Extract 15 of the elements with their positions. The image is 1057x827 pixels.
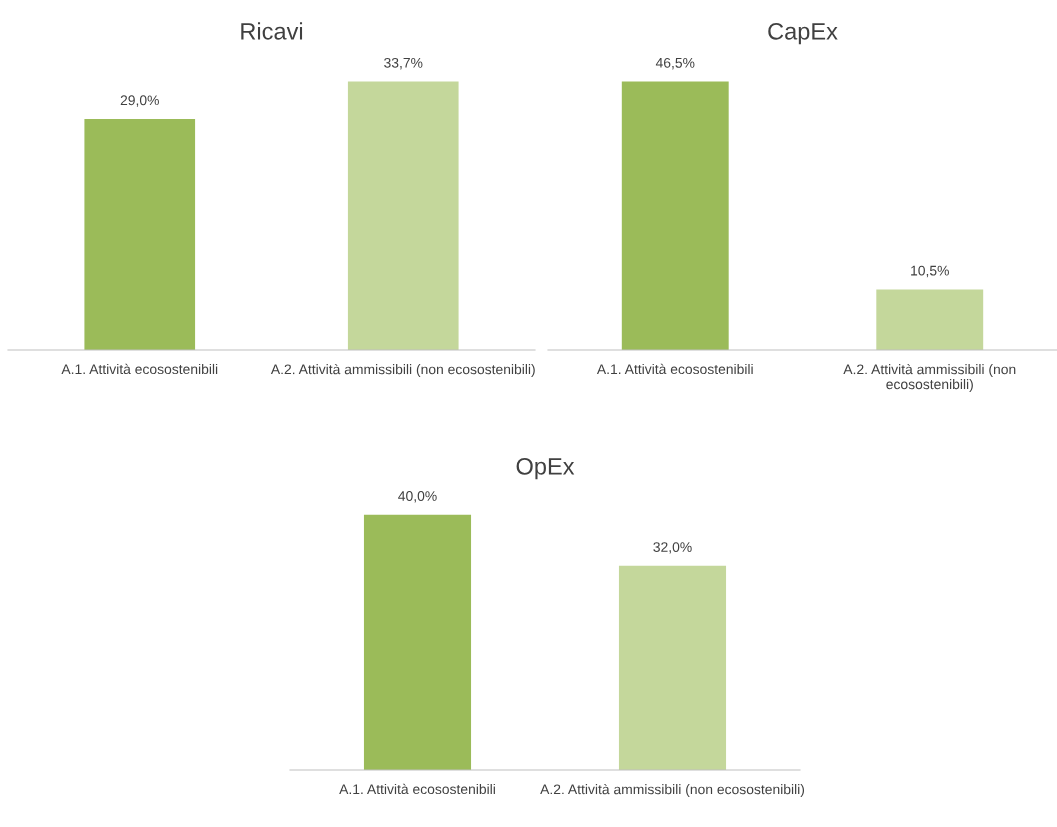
data-label: 46,5% [655, 57, 695, 70]
data-label: 40,0% [398, 491, 437, 503]
data-label: 10,5% [911, 265, 949, 278]
chart-title: Ricavi [241, 22, 303, 40]
x-tick-label: A.1. Attività ecosostenibili [339, 783, 495, 795]
data-label: 33,7% [384, 57, 423, 70]
data-label: 32,0% [653, 542, 692, 554]
chart-title: OpEx [516, 457, 575, 480]
x-tick-label: A.2. Attività ammissibili (non ecosostenibili) [540, 783, 805, 797]
data-label: 29,0% [120, 95, 159, 107]
x-tick-label: A.2. Attività ammissibili (non ecosostenibili) [270, 363, 535, 377]
x-tick-label: A.1. Attività ecosostenibili [596, 363, 753, 375]
x-tick-label: A.1. Attività ecosostenibili [61, 363, 218, 375]
chart-title: CapEx [768, 22, 838, 45]
x-tick-label: A.2. Attività ammissibili (non ecosostenibili) [843, 363, 1016, 392]
